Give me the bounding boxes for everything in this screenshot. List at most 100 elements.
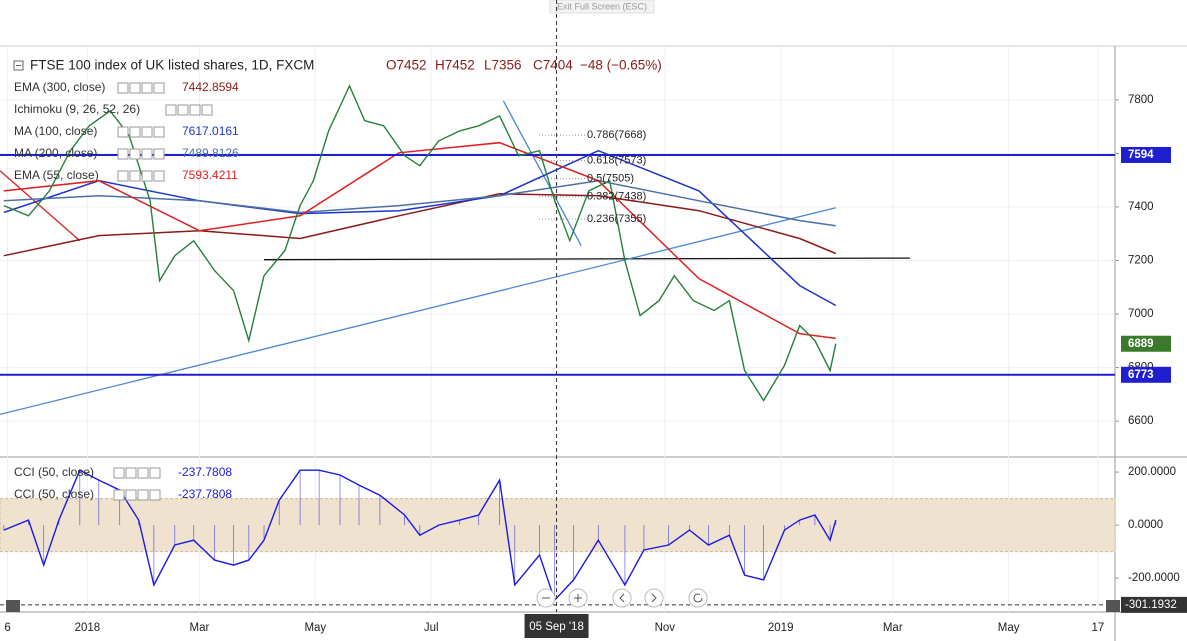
legend-icon[interactable] (129, 148, 141, 160)
cci-band (0, 498, 1116, 553)
indicator-name: EMA (300, close) (14, 80, 105, 94)
last-price-label: 6889 (1128, 338, 1154, 350)
legend-icon[interactable] (149, 489, 161, 501)
cci-legend-value: -237.7808 (178, 465, 232, 479)
crosshair-y-label: -301.1932 (1125, 599, 1177, 611)
ohlc-low: L7356 (484, 58, 522, 73)
indicator-name: MA (200, close) (14, 146, 97, 160)
indicator-value: 7442.8594 (182, 80, 239, 94)
price-line (3, 84, 837, 402)
legend-icon[interactable] (125, 467, 137, 479)
fib-label: 0.5(7505) (587, 173, 634, 185)
indicator-name: EMA (55, close) (14, 168, 99, 182)
crosshair-x-tag (524, 614, 589, 638)
trendline (502, 100, 582, 247)
legend-icon[interactable] (141, 170, 153, 182)
legend-icon[interactable] (117, 170, 129, 182)
legend-icon[interactable] (137, 489, 149, 501)
y-tick-label: 7200 (1128, 255, 1154, 267)
fib-label: 0.236(7355) (587, 213, 646, 225)
y-tick-label: 0.0000 (1128, 519, 1163, 531)
level-tag (1121, 366, 1171, 383)
scroll-right-button[interactable] (644, 588, 664, 608)
scroll-left-button[interactable] (612, 588, 632, 608)
exit-fullscreen-button[interactable] (549, 0, 655, 14)
indicator-line (3, 193, 837, 257)
trendline (0, 170, 81, 242)
last-price-tag (1121, 335, 1171, 352)
indicator-name: MA (100, close) (14, 124, 97, 138)
x-tick-label: Nov (655, 622, 676, 634)
plot-layer (0, 46, 1116, 612)
indicator-name: Ichimoku (9, 26, 52, 26) (14, 102, 140, 116)
legend-icon[interactable] (149, 467, 161, 479)
legend-icon[interactable] (129, 126, 141, 138)
x-tick-label: Mar (883, 622, 903, 634)
toolbar-glyphs (542, 593, 703, 603)
indicator-line (3, 141, 836, 340)
fib-label: 0.618(7573) (587, 155, 646, 167)
crosshair-y-tag (1121, 596, 1187, 613)
x-tick-label: 2019 (768, 622, 794, 634)
legend-icon[interactable] (141, 148, 153, 160)
indicator-value: 7489.8126 (182, 146, 239, 160)
y-tick-label: 7800 (1128, 94, 1154, 106)
y-tick-label: -200.0000 (1128, 572, 1180, 584)
zoom-toolbar (536, 588, 708, 608)
legend-icon[interactable] (141, 126, 153, 138)
legend-icon[interactable] (201, 104, 213, 116)
crosshair-x-label: 05 Sep '18 (529, 621, 584, 633)
legend-icon[interactable] (125, 489, 137, 501)
fib-label: 0.786(7668) (587, 129, 646, 141)
scale-button[interactable] (1106, 600, 1120, 612)
legend-icon[interactable] (113, 467, 125, 479)
level-tag (1121, 146, 1171, 163)
ohlc-high: H7452 (435, 58, 475, 73)
y-tick-label: 6600 (1128, 415, 1154, 427)
cci-line (3, 469, 837, 602)
x-tick-label: May (998, 622, 1020, 634)
ohlc-change: −48 (−0.65%) (580, 58, 662, 73)
settings-button[interactable] (6, 600, 20, 612)
legend-icon[interactable] (153, 126, 165, 138)
trendline (263, 257, 910, 261)
cci-legend-value: -237.7808 (178, 487, 232, 501)
level-label: 6773 (1128, 369, 1154, 381)
indicator-line (3, 149, 837, 307)
indicator-value: 7617.0161 (182, 124, 239, 138)
legend-icon[interactable] (153, 82, 165, 94)
legend-icon[interactable] (137, 467, 149, 479)
legend-icon[interactable] (129, 170, 141, 182)
legend-icon[interactable] (153, 148, 165, 160)
ui-layer (6, 60, 1120, 612)
x-tick-label: 17 (1092, 622, 1105, 634)
legend-icon[interactable] (129, 82, 141, 94)
collapse-icon[interactable] (13, 60, 24, 71)
legend-icon[interactable] (117, 126, 129, 138)
trendline (0, 207, 836, 416)
legend-icon[interactable] (165, 104, 177, 116)
legend-icon[interactable] (153, 170, 165, 182)
x-tick-label: Mar (190, 622, 210, 634)
exit-fullscreen-text[interactable]: Exit Full Screen (ESC) (557, 1, 647, 11)
cci-legend-name: CCI (50, close) (14, 487, 94, 501)
legend-icon[interactable] (117, 148, 129, 160)
y-tick-label: 7000 (1128, 308, 1154, 320)
reset-button[interactable] (688, 588, 708, 608)
fib-label: 0.382(7438) (587, 191, 646, 203)
x-tick-label: May (304, 622, 326, 634)
indicator-value: 7593.4211 (182, 168, 238, 182)
cci-legend-name: CCI (50, close) (14, 465, 94, 479)
chart-title: FTSE 100 index of UK listed shares, 1D, … (30, 58, 314, 73)
x-tick-label: 2018 (75, 622, 101, 634)
legend-icon[interactable] (189, 104, 201, 116)
legend-icon[interactable] (177, 104, 189, 116)
ohlc-open: O7452 (386, 58, 427, 73)
legend-icon[interactable] (141, 82, 153, 94)
y-tick-label: 200.0000 (1128, 466, 1176, 478)
legend-icon[interactable] (117, 82, 129, 94)
legend-icon[interactable] (113, 489, 125, 501)
x-tick-label: 6 (4, 622, 10, 634)
ohlc-close: C7404 (533, 58, 573, 73)
